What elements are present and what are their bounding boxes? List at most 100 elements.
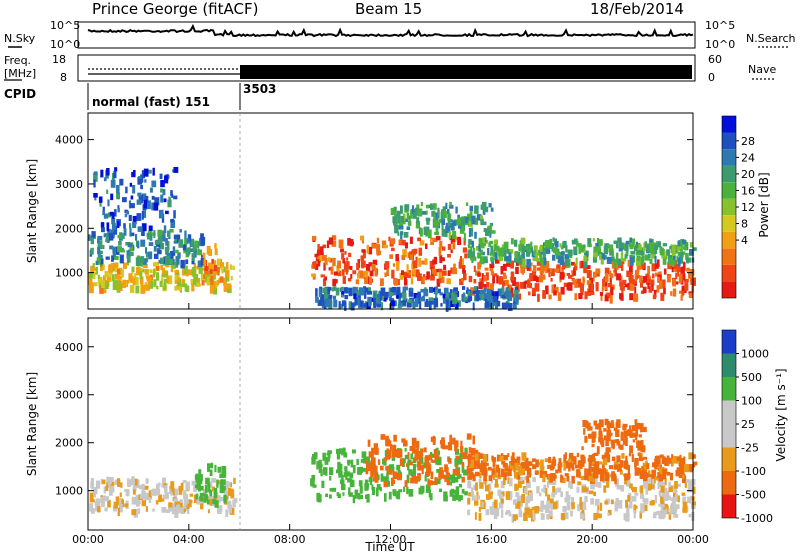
data-cell <box>158 209 164 219</box>
data-cell <box>353 293 357 300</box>
data-cell <box>141 227 145 236</box>
data-cell <box>138 175 142 179</box>
data-cell <box>106 222 110 232</box>
data-cell <box>199 485 204 491</box>
data-cell <box>414 454 419 461</box>
data-cell <box>550 473 556 481</box>
data-cell <box>502 472 508 477</box>
data-cell <box>624 284 629 288</box>
data-cell <box>184 230 187 239</box>
data-cell <box>447 442 453 451</box>
data-cell <box>131 266 135 272</box>
data-cell <box>206 246 211 255</box>
data-cell <box>670 497 674 501</box>
data-cell <box>489 231 492 238</box>
data-cell <box>649 258 653 264</box>
data-cell <box>341 253 345 260</box>
data-cell <box>605 447 609 454</box>
data-cell <box>189 493 194 497</box>
data-cell <box>534 506 539 514</box>
data-cell <box>127 279 130 284</box>
noise-right-tick-top: 10^5 <box>705 19 735 32</box>
data-cell <box>138 194 143 204</box>
data-cell <box>563 461 566 471</box>
data-cell <box>508 512 512 517</box>
data-cell <box>349 479 355 488</box>
data-cell <box>315 260 318 265</box>
data-cell <box>105 485 109 491</box>
data-cell <box>491 457 497 463</box>
data-cell <box>113 262 118 268</box>
data-cell <box>625 455 628 465</box>
data-cell <box>449 235 455 241</box>
data-cell <box>387 480 390 487</box>
data-cell <box>679 252 684 258</box>
data-cell <box>480 455 484 459</box>
data-cell <box>371 469 377 475</box>
data-cell <box>316 492 321 502</box>
data-cell <box>534 283 540 292</box>
data-cell <box>312 261 317 269</box>
data-cell <box>155 500 159 505</box>
data-cell <box>460 256 462 264</box>
data-cell <box>484 206 489 213</box>
data-cell <box>97 277 102 284</box>
data-cell <box>455 458 458 463</box>
data-cell <box>641 466 644 476</box>
data-cell <box>424 475 427 482</box>
data-cell <box>525 244 530 250</box>
data-cell <box>213 285 217 295</box>
data-cell <box>370 461 375 470</box>
data-cell <box>209 490 213 497</box>
data-cell <box>534 470 539 475</box>
data-cell <box>676 504 680 509</box>
data-cell <box>420 276 425 284</box>
data-cell <box>678 483 681 487</box>
data-cell <box>100 258 104 265</box>
data-cell <box>515 260 520 266</box>
data-cell <box>526 495 531 502</box>
data-cell <box>414 298 419 307</box>
data-cell <box>113 501 118 509</box>
data-cell <box>448 204 454 209</box>
data-cell <box>506 510 511 514</box>
data-cell <box>486 289 492 296</box>
data-cell <box>176 258 180 265</box>
data-cell <box>356 262 360 270</box>
data-cell <box>137 508 141 515</box>
data-cell <box>676 467 680 475</box>
data-cell <box>90 481 93 488</box>
data-cell <box>364 479 369 486</box>
data-cell <box>676 456 680 461</box>
data-cell <box>518 465 522 475</box>
data-cell <box>417 297 421 304</box>
data-cell <box>638 455 642 461</box>
data-cell <box>542 251 546 259</box>
data-cell <box>434 212 438 220</box>
data-cell <box>611 456 616 462</box>
data-cell <box>108 488 113 496</box>
data-cell <box>134 478 138 486</box>
data-cell <box>93 171 98 176</box>
data-cell <box>624 254 628 259</box>
data-cell <box>423 226 429 235</box>
data-cell <box>398 240 402 244</box>
data-cell <box>559 272 565 280</box>
data-cell <box>324 298 328 307</box>
data-cell <box>417 460 422 467</box>
data-cell <box>590 283 594 292</box>
data-cell <box>392 444 397 454</box>
data-cell <box>510 238 514 245</box>
data-cell <box>206 280 212 286</box>
data-cell <box>390 287 394 292</box>
data-cell <box>367 439 371 447</box>
data-cell <box>419 228 423 237</box>
data-cell <box>672 255 676 261</box>
data-cell <box>124 488 129 492</box>
data-cell <box>548 510 551 519</box>
data-cell <box>584 291 588 300</box>
data-cell <box>425 299 429 307</box>
data-cell <box>480 241 485 249</box>
data-cell <box>91 267 97 271</box>
data-cell <box>592 454 595 462</box>
